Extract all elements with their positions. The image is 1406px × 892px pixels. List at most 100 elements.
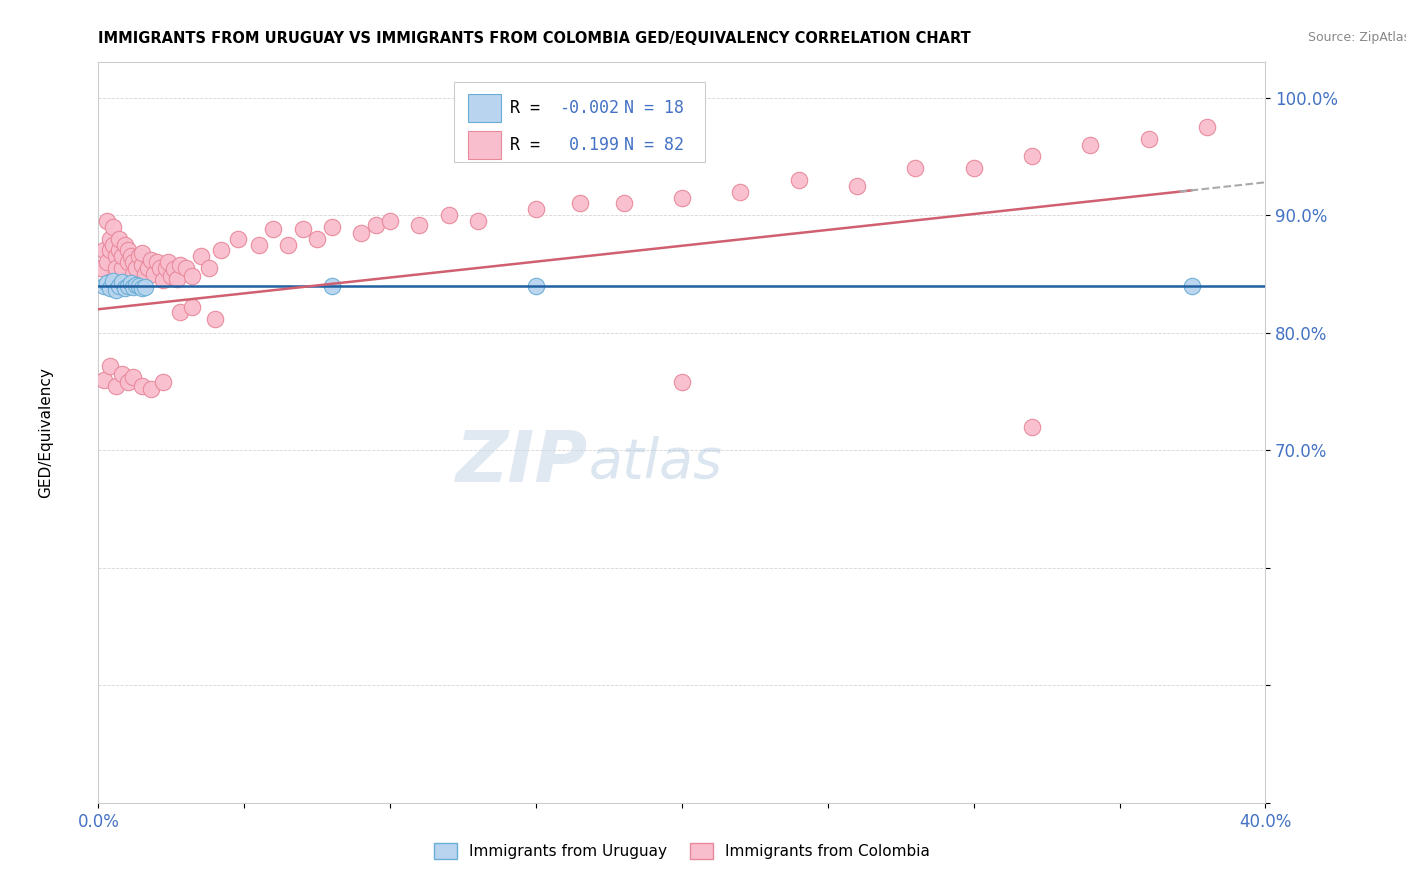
Text: atlas: atlas — [589, 435, 723, 489]
Text: R =: R = — [510, 136, 550, 154]
Point — [730, 185, 752, 199]
FancyBboxPatch shape — [454, 82, 706, 162]
Point — [1021, 149, 1043, 163]
Point — [524, 278, 547, 293]
Point — [671, 375, 693, 389]
Point — [114, 237, 136, 252]
Bar — [468, 95, 501, 122]
Point — [101, 274, 124, 288]
Point — [262, 222, 284, 236]
Point — [142, 267, 165, 281]
Text: N = 18: N = 18 — [623, 99, 683, 118]
Point — [131, 281, 153, 295]
Point — [96, 277, 118, 291]
Point — [307, 232, 329, 246]
Point — [152, 273, 174, 287]
Point — [101, 219, 124, 234]
Text: N = 82: N = 82 — [623, 136, 683, 154]
Point — [117, 375, 139, 389]
Point — [904, 161, 927, 176]
Text: R =: R = — [510, 99, 550, 118]
Point — [1137, 132, 1160, 146]
Point — [524, 202, 547, 217]
Point — [101, 237, 124, 252]
Point — [108, 232, 131, 246]
Point — [117, 255, 139, 269]
Point — [93, 278, 115, 293]
Point — [467, 214, 489, 228]
Point — [134, 267, 156, 281]
Point — [111, 261, 134, 276]
Point — [114, 281, 136, 295]
Point — [155, 261, 177, 276]
Point — [104, 378, 127, 392]
Point — [131, 245, 153, 260]
Point — [139, 252, 162, 267]
Point — [108, 278, 131, 293]
Point — [612, 196, 634, 211]
Point — [787, 173, 810, 187]
Point — [350, 226, 373, 240]
Point — [364, 218, 387, 232]
Point — [111, 275, 134, 289]
Point — [122, 255, 145, 269]
Point — [98, 281, 121, 295]
Point — [108, 244, 131, 258]
Point — [157, 255, 180, 269]
Point — [962, 161, 984, 176]
Point — [98, 359, 121, 373]
Point — [93, 244, 115, 258]
Legend: Immigrants from Uruguay, Immigrants from Colombia: Immigrants from Uruguay, Immigrants from… — [427, 838, 936, 865]
Point — [111, 367, 134, 381]
Point — [90, 261, 112, 276]
Point — [125, 261, 148, 276]
Point — [568, 196, 591, 211]
Point — [128, 278, 150, 293]
Point — [152, 375, 174, 389]
Point — [180, 269, 202, 284]
Point — [321, 219, 343, 234]
Point — [120, 249, 142, 263]
Point — [131, 258, 153, 272]
Point — [198, 261, 221, 276]
Point — [139, 382, 162, 396]
Point — [321, 278, 343, 293]
Point — [190, 249, 212, 263]
Point — [1195, 120, 1218, 134]
Point — [380, 214, 402, 228]
Point — [437, 208, 460, 222]
Point — [169, 258, 191, 272]
Point — [111, 249, 134, 263]
Text: -0.002: -0.002 — [560, 99, 620, 118]
Text: GED/Equivalency: GED/Equivalency — [38, 368, 53, 498]
Point — [96, 214, 118, 228]
Text: ZIP: ZIP — [457, 428, 589, 497]
Point — [291, 222, 314, 236]
Point — [204, 311, 226, 326]
Point — [131, 378, 153, 392]
Point — [117, 278, 139, 293]
Point — [122, 370, 145, 384]
Point — [408, 218, 430, 232]
Point — [247, 237, 270, 252]
Point — [98, 232, 121, 246]
Point — [122, 280, 145, 294]
Point — [846, 178, 869, 193]
Point — [160, 269, 183, 284]
Point — [1181, 278, 1204, 293]
Point — [180, 300, 202, 314]
Point — [98, 244, 121, 258]
Text: 0.199: 0.199 — [560, 136, 620, 154]
Point — [104, 284, 127, 298]
Point — [93, 373, 115, 387]
Point — [125, 277, 148, 292]
Point — [163, 262, 186, 277]
Point — [169, 304, 191, 318]
Point — [134, 280, 156, 294]
Text: IMMIGRANTS FROM URUGUAY VS IMMIGRANTS FROM COLOMBIA GED/EQUIVALENCY CORRELATION : IMMIGRANTS FROM URUGUAY VS IMMIGRANTS FR… — [98, 31, 972, 46]
Point — [1021, 419, 1043, 434]
Point — [96, 255, 118, 269]
Point — [166, 271, 188, 285]
Point — [277, 237, 299, 252]
Point — [1080, 137, 1102, 152]
